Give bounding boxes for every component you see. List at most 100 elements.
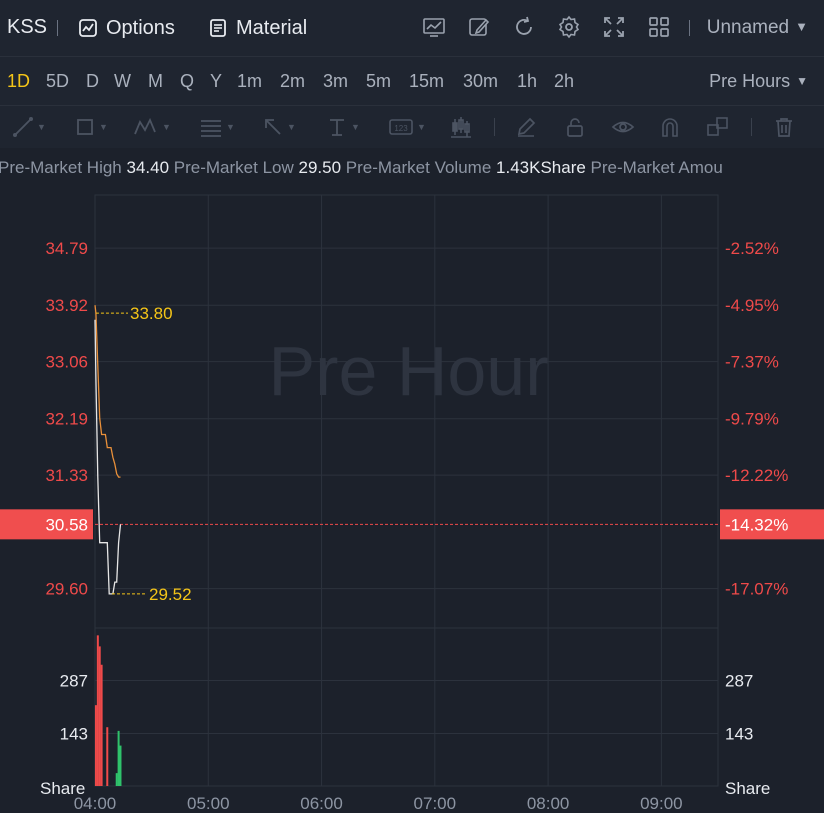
arrow-icon[interactable]: ▼ [262,114,296,140]
top-toolbar: KSS Options Material Unnamed ▼ [0,0,824,56]
pencil-icon[interactable] [515,114,537,140]
lock-icon[interactable] [564,114,586,140]
fibonacci-icon[interactable]: ▼ [201,120,235,137]
period-1m[interactable]: 1m [237,71,263,91]
plot-frame [94,194,719,787]
time-tick-label: 07:00 [414,794,457,813]
period-5d[interactable]: 5D [46,71,70,91]
price-tick-label: 33.92 [45,296,88,315]
current-price-badge [0,509,93,540]
divider [57,20,58,36]
volume-tick-label: 287 [60,672,88,691]
rectangle-icon[interactable]: ▼ [74,114,108,140]
high-label: Pre-Market High [0,158,122,177]
indicator-icon[interactable] [421,14,447,40]
premarket-info-bar: Pre-Market High 34.40 Pre-Market Low 29.… [0,148,824,188]
percent-tick-label: -9.79% [725,410,779,429]
drawing-toolbar: ▼ ▼ ▼ ▼ ▼ ▼ 123 ▼ [0,105,824,149]
percent-tick-label: -17.07% [725,580,788,599]
draw-icon[interactable] [466,14,492,40]
text-icon[interactable]: ▼ [330,119,360,136]
eye-icon[interactable] [611,114,635,140]
period-1h[interactable]: 1h [517,71,538,91]
period-y[interactable]: Y [210,71,223,91]
current-price-label: 30.58 [45,515,88,534]
volume-bar [100,664,103,786]
price-tick-label: 34.79 [45,239,88,258]
low-label: Pre-Market Low [173,158,294,177]
time-tick-label: 08:00 [527,794,570,813]
period-5m[interactable]: 5m [366,71,392,91]
divider [494,118,495,136]
volume-tick-label: 143 [725,724,753,743]
amount-label: Pre-Market Amou [590,158,723,177]
average-price-line [94,305,121,478]
percent-tick-label: -2.52% [725,239,779,258]
volume-tick-label: 143 [60,724,88,743]
volume-bar [96,635,99,786]
intraday-chart[interactable]: Pre Hour 34.79 -2.52% 33.92 -4.95% 33.06 -7.37… [0,188,824,813]
document-icon [210,19,226,37]
volume-unit-label: Share [40,779,85,798]
period-d[interactable]: D [86,71,99,91]
volume-tick-label: 287 [725,672,753,691]
volume-value: 1.43KShare [496,158,586,177]
period-3m[interactable]: 3m [323,71,349,91]
magnet-icon[interactable] [659,114,681,140]
price-tick-label: 32.19 [45,410,88,429]
high-marker-label: 33.80 [130,304,173,323]
low-value: 29.50 [298,158,342,177]
price-tick-label: 33.06 [45,353,88,372]
price-tick-label: 31.33 [45,466,88,485]
pattern-icon[interactable]: ▼ [133,114,171,140]
volume-bar [98,646,101,786]
svg-text:123: 123 [394,124,408,133]
price-line [94,319,122,595]
price-tick-label: 29.60 [45,580,88,599]
material-button[interactable]: Material [208,13,307,43]
volume-bar [94,705,97,786]
divider [751,118,752,136]
percent-tick-label: -12.22% [725,466,788,485]
fullscreen-icon[interactable] [601,14,627,40]
low-marker-label: 29.52 [149,585,192,604]
period-15m[interactable]: 15m [409,71,445,91]
high-value: 34.40 [126,158,170,177]
period-30m[interactable]: 30m [463,71,499,91]
grid-layout-icon[interactable] [646,14,672,40]
period-1d[interactable]: 1D [7,71,31,91]
options-label: Options [106,16,175,39]
volume-bar [115,773,118,786]
volume-label: Pre-Market Volume [345,158,492,177]
refresh-icon[interactable] [511,14,537,40]
price-label-icon[interactable]: 123 ▼ [388,114,426,140]
period-2h[interactable]: 2h [554,71,575,91]
candle-icon[interactable] [449,114,473,140]
caret-down-icon: ▼ [796,74,808,88]
divider [689,20,690,36]
settings-icon[interactable] [556,14,582,40]
period-2m[interactable]: 2m [280,71,306,91]
time-tick-label: 05:00 [187,794,230,813]
period-q[interactable]: Q [180,71,195,91]
current-change-label: -14.32% [725,515,788,534]
options-button[interactable]: Options [78,13,175,43]
time-tick-label: 04:00 [74,794,117,813]
session-selector[interactable]: Pre Hours ▼ [709,71,808,92]
percent-tick-label: -4.95% [725,296,779,315]
period-w[interactable]: W [114,71,131,91]
shapes-icon[interactable] [706,114,730,140]
layout-name: Unnamed [706,17,790,38]
trash-icon[interactable] [773,114,795,140]
time-tick-label: 09:00 [640,794,683,813]
material-label: Material [236,16,308,39]
volume-bar [119,745,122,786]
session-label: Pre Hours [709,71,791,91]
percent-tick-label: -7.37% [725,353,779,372]
trendline-icon[interactable]: ▼ [12,114,46,140]
layout-selector[interactable]: Unnamed ▼ [707,17,808,39]
period-m[interactable]: M [148,71,163,91]
chart-watermark: Pre Hour [268,332,548,410]
volume-bar [117,730,120,786]
symbol-label[interactable]: KSS [7,16,48,38]
